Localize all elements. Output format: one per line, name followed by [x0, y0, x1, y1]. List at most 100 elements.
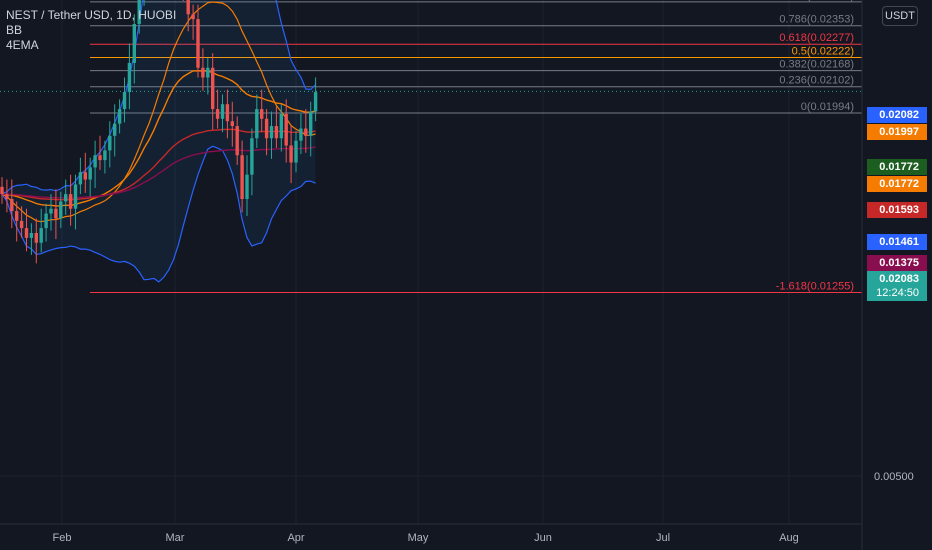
x-tick-label: Mar — [166, 532, 185, 544]
candle-body — [73, 184, 78, 209]
symbol-title[interactable]: NEST / Tether USD, 1D, HUOBI — [6, 8, 177, 22]
chart-legend: NEST / Tether USD, 1D, HUOBI BB 4EMA — [6, 8, 176, 53]
candle-body — [289, 145, 293, 163]
ema-line-1 — [1, 70, 316, 207]
price-axis[interactable]: 0.040000.035000.030000.025000.00500 — [861, 0, 914, 550]
candle-body — [186, 0, 190, 15]
candle-body — [93, 155, 97, 168]
candle-body — [39, 228, 43, 243]
fib-level-label: 0.236(0.02102) — [779, 75, 854, 87]
candle-body — [264, 118, 269, 139]
candle-body — [196, 19, 200, 68]
price-scale-tag: 0.01772 — [867, 159, 927, 175]
fib-level-label: 0.618(0.02277) — [779, 32, 854, 44]
candle-body — [235, 126, 239, 156]
price-scale-tag: 0.01593 — [867, 202, 927, 218]
time-axis[interactable]: Feb Mar Apr May Jun Jul Aug — [0, 523, 862, 544]
candle-body — [127, 62, 132, 93]
current-price-tag: 0.02083 12:24:50 — [867, 271, 927, 301]
candle-body — [0, 186, 4, 195]
candle-body — [117, 109, 122, 124]
candle-body — [279, 113, 283, 139]
price-scale-tag: 0.01375 — [867, 255, 927, 271]
candle-body — [29, 233, 34, 238]
candle-body — [113, 123, 117, 136]
price-scale-tag: 0.01461 — [867, 234, 927, 250]
bb-indicator-label[interactable]: BB — [6, 23, 23, 37]
x-tick-label: Jun — [534, 532, 552, 544]
candle-body — [108, 135, 112, 151]
candle-body — [64, 194, 68, 202]
candles[interactable] — [0, 0, 318, 264]
candle-body — [19, 220, 24, 229]
candle-body — [220, 104, 225, 119]
candle-body — [309, 111, 313, 136]
candle-body — [304, 128, 308, 136]
fib-level-label: 0.5(0.02222) — [792, 46, 854, 58]
candle-body — [269, 126, 274, 139]
indicators — [1, 0, 317, 283]
candle-body — [245, 174, 249, 199]
candle-body — [294, 140, 298, 163]
candle-body — [211, 67, 215, 110]
candle-body — [83, 172, 87, 180]
candle-body — [78, 172, 83, 185]
ema-indicator-label[interactable]: 4EMA — [6, 38, 39, 52]
current-price: 0.02083 — [879, 273, 919, 285]
candle-body — [34, 233, 38, 243]
price-scale-tag: 0.02082 — [867, 107, 927, 124]
bb-upper-line — [1, 0, 317, 195]
fib-level-label: 0.786(0.02353) — [779, 14, 854, 26]
candle-body — [103, 150, 107, 161]
candle-body — [44, 213, 48, 229]
candle-body — [215, 109, 220, 119]
candle-body — [260, 109, 264, 119]
x-tick-label: Jul — [656, 532, 670, 544]
candle-body — [68, 194, 73, 209]
candle-body — [313, 92, 318, 112]
candle-body — [250, 138, 254, 175]
currency-button[interactable]: USDT — [882, 6, 918, 26]
bb-lower-line — [1, 145, 316, 283]
candle-body — [191, 14, 195, 20]
x-tick-label: May — [408, 532, 429, 544]
candle-body — [98, 155, 102, 161]
candle-body — [201, 67, 205, 78]
candle-body — [54, 208, 58, 219]
candle-body — [299, 128, 303, 141]
fib-level-label: 1(0.02451) — [801, 0, 854, 2]
candle-body — [59, 201, 63, 219]
x-tick-label: Aug — [779, 532, 799, 544]
candle-body — [255, 109, 259, 139]
fib-level-label: 0.382(0.02168) — [779, 59, 854, 71]
candle-body — [206, 67, 210, 78]
candle-body — [137, 0, 141, 25]
candle-body — [225, 104, 230, 122]
candle-body — [15, 211, 19, 221]
candle-body — [230, 121, 234, 127]
y-tick-label: 0.00500 — [874, 471, 914, 483]
bb-basis-line — [1, 1, 316, 223]
price-scale-tag: 0.01772 — [867, 176, 927, 192]
fib-level-label: -1.618(0.01255) — [776, 281, 854, 293]
x-tick-label: Apr — [287, 532, 304, 544]
price-scale-tag: 0.01997 — [867, 124, 927, 141]
bar-countdown: 12:24:50 — [876, 287, 919, 299]
ema-line-3 — [1, 146, 316, 199]
fib-level-label: 0(0.01994) — [801, 101, 854, 113]
grid — [0, 0, 862, 524]
x-tick-label: Feb — [53, 532, 72, 544]
candle-body — [240, 155, 244, 199]
candle-body — [49, 208, 53, 214]
ema-line-2 — [1, 128, 316, 201]
candle-body — [274, 126, 279, 139]
candle-body — [88, 167, 92, 180]
candle-body — [122, 92, 127, 110]
candle-body — [10, 198, 14, 212]
candle-body — [284, 113, 288, 146]
candle-body — [24, 228, 29, 238]
candle-body — [132, 24, 136, 63]
candle-body — [5, 194, 9, 199]
